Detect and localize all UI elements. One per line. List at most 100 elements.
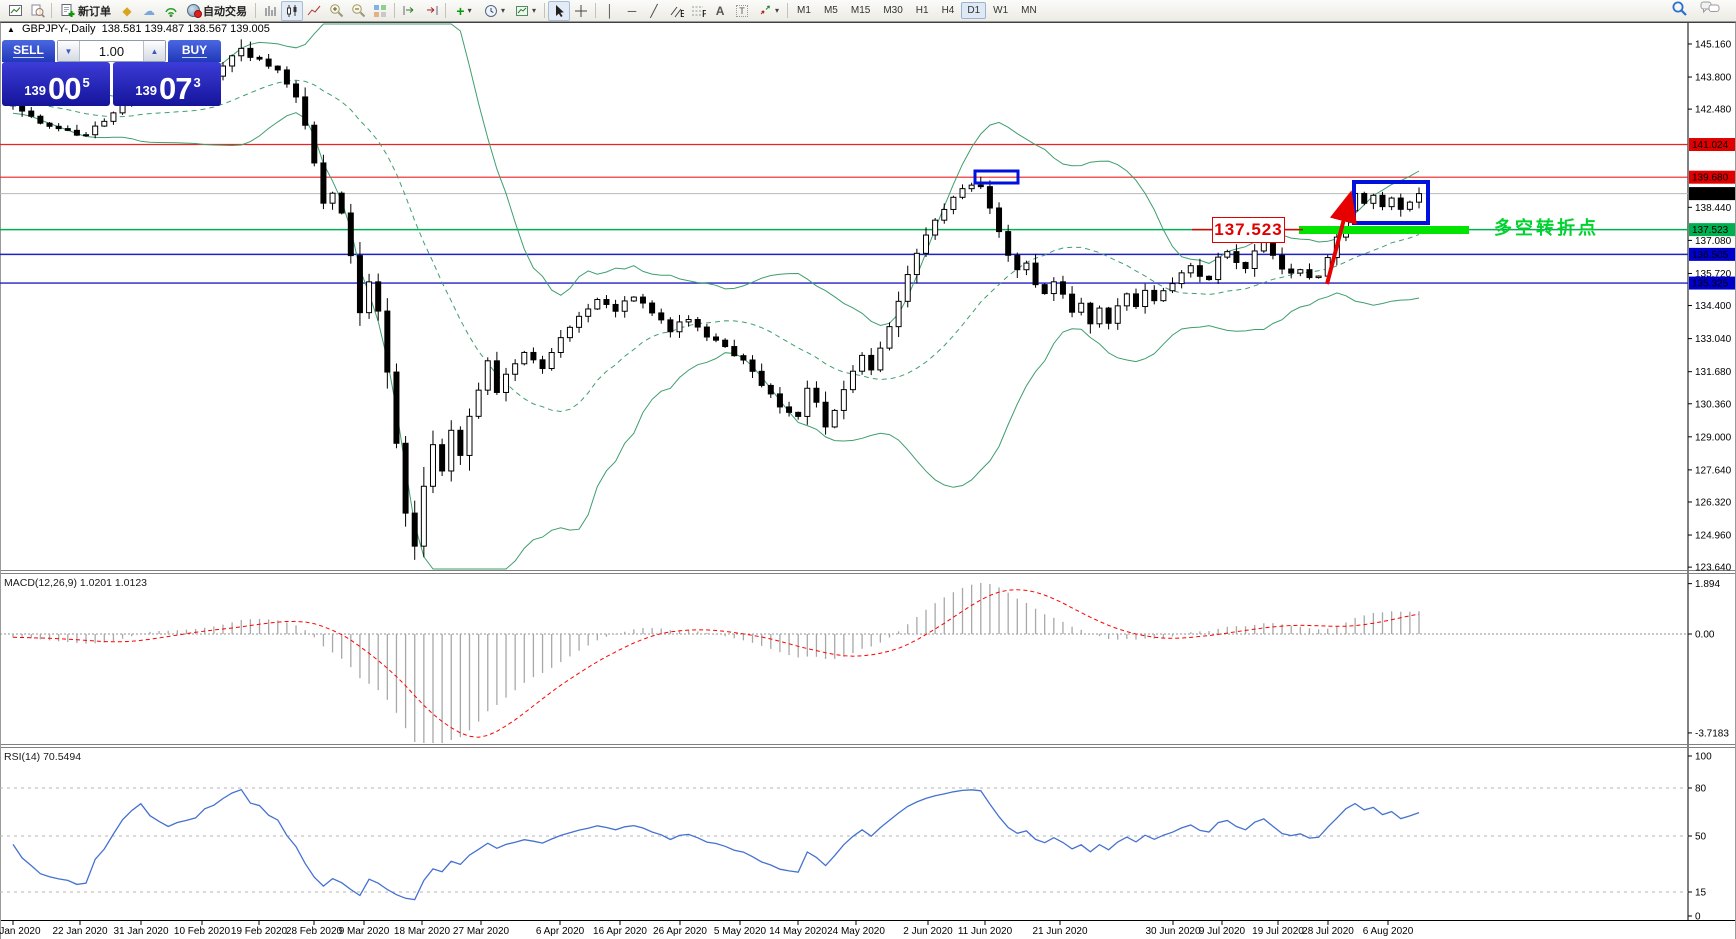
candle-body [1379,194,1386,208]
signals-icon[interactable] [160,1,182,21]
timeframe-button-M5[interactable]: M5 [823,5,838,16]
ohlc-readout: 138.581 139.487 138.567 139.005 [101,23,270,35]
equidistant-channel-icon[interactable]: E [665,1,687,21]
auto-scroll-icon[interactable] [398,1,420,21]
timeframe-button-M1[interactable]: M1 [797,5,811,16]
tile-windows-icon[interactable] [369,1,391,21]
price-tag [1689,187,1735,201]
timeframe-button-D1[interactable]: D1 [961,2,987,19]
volume-stepper: ▼ 1.00 ▲ [57,40,166,62]
symbol-period-label: GBPJPY-,Daily [21,23,96,35]
crosshair-icon[interactable] [570,1,592,21]
bar-chart-icon[interactable] [259,1,281,21]
candle-body [639,296,646,304]
fibonacci-icon[interactable]: F [687,1,709,21]
sell-button[interactable]: SELL [2,40,55,62]
candle-body [932,219,939,236]
candle-body [968,184,975,190]
candle-body [46,122,53,127]
volume-value[interactable]: 1.00 [98,43,125,59]
sell-price-display[interactable]: 139 00 5 [2,62,110,106]
macd-tick-label: -3.7183 [1695,728,1729,739]
vertical-line-icon[interactable]: │ [606,3,614,18]
timeframe-button-W1[interactable]: W1 [993,5,1009,16]
price-tag-label: 139.005 [1692,189,1729,200]
text-label-icon[interactable]: T [731,1,753,21]
timeframe-bar: M1 M5 M15 M30 H1 H4 D1 W1 MN [791,2,1043,19]
chart-annotations[interactable] [973,169,1469,285]
june-high-rectangle[interactable] [973,169,1020,185]
volume-increase-button[interactable]: ▲ [143,41,165,61]
price-tag-label: 137.523 [1692,225,1729,236]
candle-body [512,363,519,375]
text-icon[interactable]: A [715,3,725,18]
print-preview-icon[interactable] [26,1,48,21]
candlestick-chart-icon[interactable] [281,0,303,21]
timeframe-button-H4[interactable]: H4 [941,5,955,16]
candle-body [1406,201,1413,210]
timeframe-button-H1[interactable]: H1 [915,5,929,16]
price-tag [1689,276,1735,290]
trendline-icon[interactable]: ╱ [650,3,658,18]
candle-body [1297,269,1304,274]
horizontal-line-icon[interactable]: ─ [627,3,637,18]
date-tick-label: 27 Mar 2020 [453,926,510,937]
candle-body [649,302,656,314]
price-tick-label: 137.080 [1695,236,1732,247]
chat-icon[interactable] [1700,0,1720,21]
price-tag [1689,223,1735,237]
candle-body [740,355,747,361]
price-tag-label: 136.505 [1692,250,1729,261]
indicators-button[interactable]: + ▾ [456,2,472,19]
buy-button[interactable]: BUY [168,40,221,62]
price-tick-label: 130.360 [1695,399,1732,410]
date-axis: 13 Jan 2020 22 Jan 2020 31 Jan 2020 10 Feb … [0,920,1414,937]
timeframe-button-MN[interactable]: MN [1021,5,1037,16]
candle-body [694,319,701,328]
market-icon[interactable]: ☁ [143,3,155,18]
new-chart-icon[interactable] [4,1,26,21]
zoom-out-icon[interactable] [347,1,369,21]
candle-body [347,212,354,257]
candle-body [1361,192,1368,204]
periods-button[interactable]: ▾ [479,1,510,21]
new-order-button[interactable]: 新订单 [55,1,116,21]
date-tick-label: 30 Jun 2020 [1145,926,1200,937]
search-icon[interactable] [1671,0,1688,22]
chevron-down-icon: ▾ [775,6,780,15]
autotrading-button[interactable]: 自动交易 [182,1,252,21]
candle-body [311,124,318,164]
candle-body [1078,302,1085,313]
candle-body [548,352,555,370]
cursor-icon[interactable] [548,0,571,21]
zoom-in-icon[interactable] [325,1,347,21]
candle-body [1187,265,1194,274]
arrows-button[interactable]: ▾ [753,1,784,21]
candle-body [676,321,683,333]
volume-decrease-button[interactable]: ▼ [58,41,80,61]
candle-body [439,444,446,472]
candle-body [868,354,875,371]
metaeditor-icon[interactable]: ◆ [122,3,132,18]
candle-body [238,47,245,57]
candle-body [923,234,929,254]
candle-body [1142,289,1149,308]
line-chart-icon[interactable] [303,1,325,21]
turning-point-annotation[interactable]: 多空转折点 [1494,218,1599,238]
candle-body [329,192,336,204]
candle-body [1087,302,1094,325]
collapse-icon[interactable]: ▲ [7,25,15,34]
support-price-callout[interactable]: 137.523 [1212,217,1285,243]
timeframe-button-M15[interactable]: M15 [850,5,871,16]
up-trend-arrow[interactable] [1325,190,1357,285]
svg-text:E: E [680,9,684,18]
chart-shift-icon[interactable] [420,1,442,21]
timeframe-button-M30[interactable]: M30 [883,5,903,16]
buy-price-display[interactable]: 139 07 3 [113,62,221,106]
templates-button[interactable]: ▾ [510,1,541,21]
price-tag-label: 141.024 [1692,140,1729,151]
candle-body [256,56,263,60]
candle-body [703,326,710,338]
support-zone-bar[interactable] [1299,226,1469,234]
